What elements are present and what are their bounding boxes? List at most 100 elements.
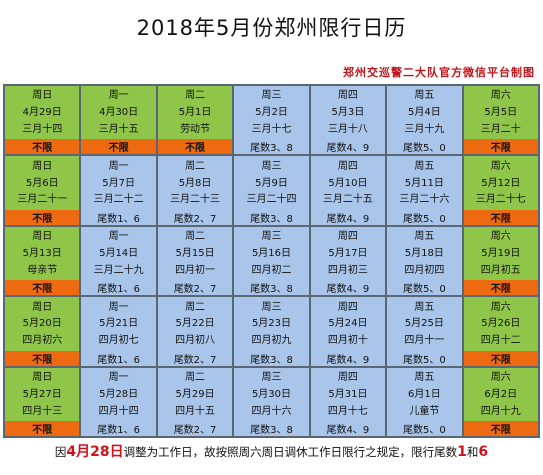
calendar-day-cell: 周六 5月19日 四月初五 不限	[463, 226, 538, 296]
day-lunar: 四月初四	[404, 264, 445, 276]
day-info: 周四 5月3日 三月十八	[310, 86, 386, 140]
day-info: 周日 5月20日 四月初六	[5, 297, 80, 351]
day-date: 5月9日	[255, 177, 288, 189]
restricted-plate-digits: 尾数2、7	[157, 280, 233, 296]
day-info: 周三 5月16日四月初二	[234, 226, 309, 281]
day-weekday: 周六	[490, 301, 511, 313]
calendar-day-cell: 周日 5月6日 三月二十一 不限	[5, 156, 80, 225]
no-restriction-badge: 不限	[81, 139, 156, 155]
day-info: 周二 5月15日 四月初一	[157, 226, 233, 281]
day-info: 周六 5月5日 三月二十	[463, 86, 538, 140]
day-date: 5月29日	[175, 388, 215, 400]
day-weekday: 周三	[261, 231, 282, 243]
day-lunar: 四月十四	[98, 405, 139, 417]
no-restriction-badge: 不限	[5, 139, 80, 155]
day-weekday: 周五	[414, 160, 435, 172]
day-lunar: 四月初九	[251, 335, 292, 347]
day-weekday: 周日	[32, 231, 53, 243]
restricted-plate-digits: 尾数2、7	[157, 421, 233, 436]
day-date: 5月18日	[404, 247, 444, 259]
day-info: 周一 5月28日 四月十四	[81, 367, 156, 421]
day-lunar: 四月初二	[251, 264, 292, 276]
day-weekday: 周四	[337, 160, 358, 172]
day-info: 周五 5月4日 三月十九	[387, 86, 462, 140]
day-weekday: 周一	[108, 90, 129, 102]
calendar-day-cell: 周三 5月16日四月初二尾数3、8	[234, 226, 309, 296]
day-info: 周二 5月29日 四月十五	[157, 367, 233, 421]
day-date: 5月4日	[407, 107, 441, 119]
restricted-plate-digits: 尾数2、7	[157, 350, 233, 366]
day-info: 周六 6月2日 四月十九	[463, 367, 538, 421]
day-lunar: 三月十四	[22, 123, 63, 135]
day-weekday: 周一	[108, 160, 129, 172]
day-date: 5月16日	[251, 247, 292, 259]
day-lunar: 三月二十七	[475, 194, 526, 206]
calendar-day-cell: 周六 6月2日 四月十九 不限	[463, 367, 538, 436]
day-weekday: 周四	[337, 371, 358, 383]
day-lunar: 三月二十	[480, 123, 521, 135]
day-date: 5月22日	[175, 318, 215, 330]
restricted-plate-digits: 尾数3、8	[234, 139, 309, 155]
day-info: 周一 5月7日 三月二十二	[81, 156, 156, 210]
no-restriction-badge: 不限	[463, 350, 538, 366]
day-weekday: 周三	[261, 371, 282, 383]
calendar-day-cell: 周二 5月29日 四月十五 尾数2、7	[157, 367, 233, 436]
day-date: 5月5日	[484, 107, 518, 119]
day-weekday: 周六	[490, 371, 511, 383]
no-restriction-badge: 不限	[5, 350, 80, 366]
day-info: 周日 4月29日 三月十四	[5, 86, 80, 140]
day-lunar: 三月二十六	[399, 194, 450, 206]
day-info: 周二 5月22日 四月初八	[157, 297, 233, 351]
day-lunar: 儿童节	[409, 405, 440, 417]
day-date: 5月17日	[328, 247, 368, 259]
day-info: 周日 5月6日 三月二十一	[5, 156, 80, 210]
restricted-plate-digits: 尾数4、9	[310, 421, 386, 436]
no-restriction-badge: 不限	[5, 421, 80, 436]
day-info: 周四 5月31日 四月十七	[310, 367, 386, 421]
calendar-day-cell: 周日 5月20日 四月初六 不限	[5, 297, 80, 366]
day-lunar: 四月初五	[480, 264, 521, 276]
calendar-day-cell: 周二 5月22日 四月初八 尾数2、7	[157, 297, 233, 366]
calendar-day-cell: 周五 5月11日 三月二十六 尾数5、0	[387, 156, 462, 225]
restricted-plate-digits: 尾数1、6	[81, 421, 156, 436]
restricted-plate-digits: 尾数3、8	[234, 280, 309, 296]
day-info: 周二 5月1日 劳动节	[157, 86, 233, 140]
day-weekday: 周一	[108, 231, 129, 243]
calendar-day-cell: 周日 5月27日 四月十三 不限	[5, 367, 80, 436]
restricted-plate-digits: 尾数4、9	[310, 139, 386, 155]
day-date: 5月6日	[25, 177, 59, 189]
restricted-plate-digits: 尾数1、6	[81, 350, 156, 366]
day-date: 5月12日	[481, 177, 521, 189]
day-weekday: 周二	[185, 301, 206, 313]
no-restriction-badge: 不限	[5, 280, 80, 296]
day-weekday: 周五	[414, 90, 435, 102]
day-lunar: 三月十五	[98, 123, 139, 135]
day-date: 5月8日	[178, 177, 212, 189]
footer-highlight-digit-2: 6	[478, 444, 489, 460]
day-info: 周四 5月17日 四月初三	[310, 226, 386, 281]
day-lunar: 三月二十四	[246, 194, 297, 206]
no-restriction-badge: 不限	[463, 209, 538, 225]
day-date: 5月14日	[99, 247, 139, 259]
restricted-plate-digits: 尾数5、0	[387, 139, 462, 155]
day-weekday: 周日	[32, 160, 53, 172]
day-lunar: 三月十七	[251, 123, 292, 135]
day-info: 周五 6月1日 儿童节	[387, 367, 462, 421]
calendar-day-cell: 周四 5月3日 三月十八 尾数4、9	[310, 86, 386, 155]
calendar-day-cell: 周五 5月25日 四月十一 尾数5、0	[387, 297, 462, 366]
day-lunar: 四月初十	[327, 335, 368, 347]
day-lunar: 四月初三	[327, 264, 368, 276]
calendar-grid: 周日 4月29日 三月十四 不限 周一 4月30日 三月十五 不限 周二 5月1日 劳动节 不限 周三 5…	[3, 84, 540, 438]
day-date: 5月27日	[22, 388, 62, 400]
calendar-day-cell: 周六 5月26日 四月十二 不限	[463, 297, 538, 366]
calendar-day-cell: 周日 5月13日 母亲节 不限	[5, 226, 80, 296]
day-date: 5月25日	[404, 318, 444, 330]
restricted-plate-digits: 尾数3、8	[234, 209, 309, 225]
day-weekday: 周二	[185, 371, 206, 383]
day-date: 6月1日	[407, 388, 441, 400]
day-lunar: 母亲节	[27, 264, 58, 276]
calendar-day-cell: 周三 5月30日 四月十六 尾数3、8	[234, 367, 309, 436]
day-info: 周六 5月12日 三月二十七	[463, 156, 538, 210]
day-info: 周二 5月8日 三月二十三	[157, 156, 233, 210]
calendar-day-cell: 周六 5月5日 三月二十 不限	[463, 86, 538, 155]
